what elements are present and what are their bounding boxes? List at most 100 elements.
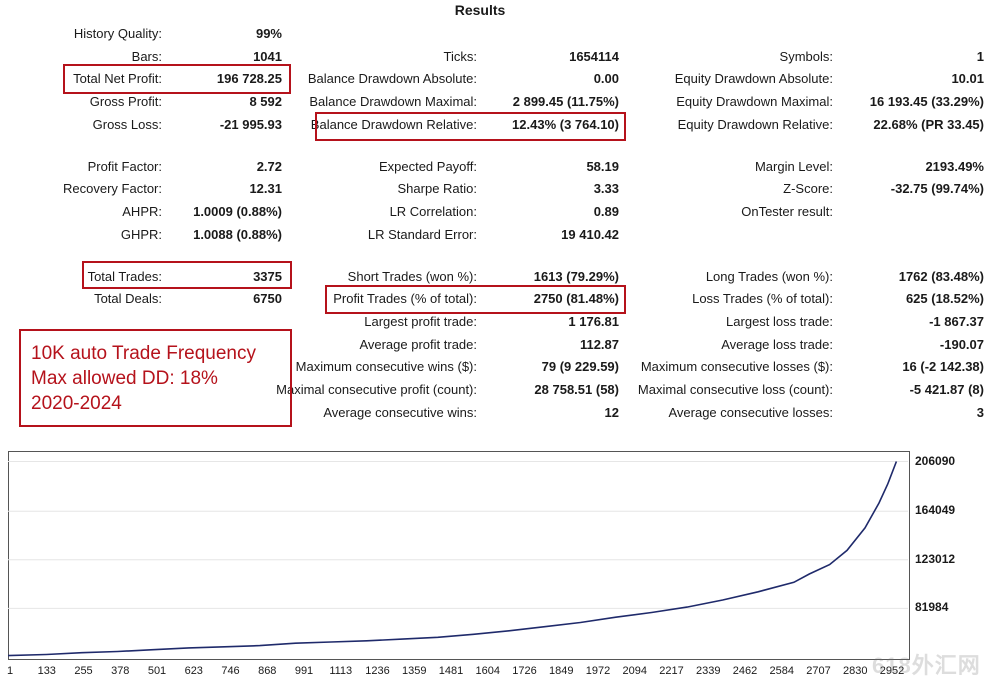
stat-value: 3 [976,405,984,420]
watermark: 618外汇网 [872,653,981,678]
x-tick-label: 1481 [438,665,464,677]
x-tick-label: 991 [294,665,314,677]
stat-label: Equity Drawdown Maximal: [676,94,833,109]
stat-label: Average profit trade: [359,337,477,352]
balance-chart [8,461,908,657]
stat-value: 12 [604,405,619,420]
stat-label: Profit Trades (% of total): [333,291,477,306]
stat-value: 0.00 [593,71,619,86]
stat-value: 1 176.81 [568,314,619,329]
stat-label: OnTester result: [741,204,833,219]
x-tick-label: 1726 [512,665,537,677]
x-tick-label: 2462 [732,665,758,677]
x-tick-label: 2217 [659,665,684,677]
x-tick-label: 133 [37,665,56,677]
stat-label: Largest loss trade: [726,314,833,329]
stat-label: Ticks: [443,49,477,64]
stat-label: Expected Payoff: [378,159,477,174]
stat-value: 2750 (81.48%) [533,291,619,306]
stat-label: Long Trades (won %): [705,269,833,284]
stat-label: AHPR: [122,204,162,219]
x-tick-label: 2707 [806,665,831,677]
stat-value: 3375 [253,269,282,284]
stat-value: 28 758.51 (58) [534,382,619,397]
x-tick-label: 2584 [769,665,794,677]
highlight-profit-trades [325,285,626,314]
balance-chart-frame [8,451,910,660]
stat-label: Maximal consecutive loss (count): [637,382,833,397]
x-tick-label: 746 [221,665,240,677]
x-tick-label: 378 [111,665,130,677]
x-tick-label: 2339 [696,665,721,677]
stat-value: 1654114 [569,49,619,64]
stat-value: 79 (9 229.59) [541,359,619,374]
stat-label: Total Net Profit: [73,71,162,86]
highlight-total-trades [82,261,292,289]
stat-label: Recovery Factor: [63,181,162,196]
stat-label: Balance Drawdown Maximal: [309,94,477,109]
note-line: 2020-2024 [31,393,122,414]
x-tick-label: 1236 [365,665,390,677]
stat-label: Total Deals: [94,291,162,306]
stat-label: Margin Level: [754,159,833,174]
stat-value: 1.0009 (0.88%) [193,204,282,219]
stat-value: 12.43% (3 764.10) [512,117,619,132]
report-title: Results [454,2,506,18]
stat-value: 16 193.45 (33.29%) [869,94,984,109]
x-tick-label: 1113 [329,665,353,677]
stat-value: 99% [255,26,282,41]
highlight-total-net-profit [63,64,291,94]
highlight-balance-drawdown-relative [315,112,626,141]
stat-label: Z-Score: [783,181,833,196]
stat-value: 6750 [253,291,282,306]
stat-label: Loss Trades (% of total): [692,291,833,306]
stat-label: Profit Factor: [87,159,162,174]
stat-label: Gross Profit: [89,94,162,109]
stat-label: Maximum consecutive losses ($): [640,359,833,374]
x-tick-label: 1359 [402,665,427,677]
x-tick-label: 623 [184,665,203,677]
stat-value: 1.0088 (0.88%) [193,227,282,242]
stat-label: Balance Drawdown Absolute: [307,71,477,86]
stat-value: -1 867.37 [929,314,984,329]
stat-value: -21 995.93 [219,117,282,132]
stat-label: Balance Drawdown Relative: [310,117,477,132]
stat-label: Average loss trade: [721,337,833,352]
stat-value: 58.19 [586,159,619,174]
stat-label: Symbols: [779,49,833,64]
stat-label: History Quality: [73,26,162,41]
x-tick-label: 1604 [475,665,500,677]
x-tick-label: 501 [147,665,167,677]
stat-value: 1762 (83.48%) [898,269,984,284]
stat-value: 2.72 [256,159,282,174]
y-tick-label: 164049 [915,503,956,518]
stat-label: GHPR: [120,227,162,242]
stat-label: Short Trades (won %): [347,269,477,284]
x-tick-label: 2094 [622,665,647,677]
y-tick-label: 206090 [915,453,956,468]
stat-value: 1613 (79.29%) [533,269,619,284]
y-tick-label: 81984 [915,600,949,615]
note-line: 10K auto Trade Frequency [31,343,256,364]
stat-value: 1041 [253,49,282,64]
stat-label: Equity Drawdown Absolute: [674,71,833,86]
stat-value: 1 [976,49,984,64]
stat-value: 2193.49% [925,159,984,174]
stat-value: 22.68% (PR 33.45) [873,117,984,132]
stat-value: 2 899.45 (11.75%) [512,94,619,109]
x-tick-label: 1 [6,665,14,677]
stat-label: Equity Drawdown Relative: [677,117,833,132]
stat-value: 3.33 [593,181,619,196]
stat-label: Maximal consecutive profit (count): [276,382,477,397]
stat-value: 10.01 [951,71,984,86]
stat-value: -5 421.87 (8) [909,382,984,397]
x-tick-label: 2952 [879,665,905,677]
stat-label: Sharpe Ratio: [397,181,478,196]
stat-value: 19 410.42 [561,227,619,242]
stat-label: Total Trades: [87,269,162,284]
x-tick-label: 1849 [549,665,574,677]
annotation-note: 10K auto Trade Frequency Max allowed DD:… [19,329,292,427]
stat-label: Maximum consecutive wins ($): [295,359,477,374]
stat-value: -32.75 (99.74%) [890,181,984,196]
stat-value: 112.87 [579,337,619,352]
